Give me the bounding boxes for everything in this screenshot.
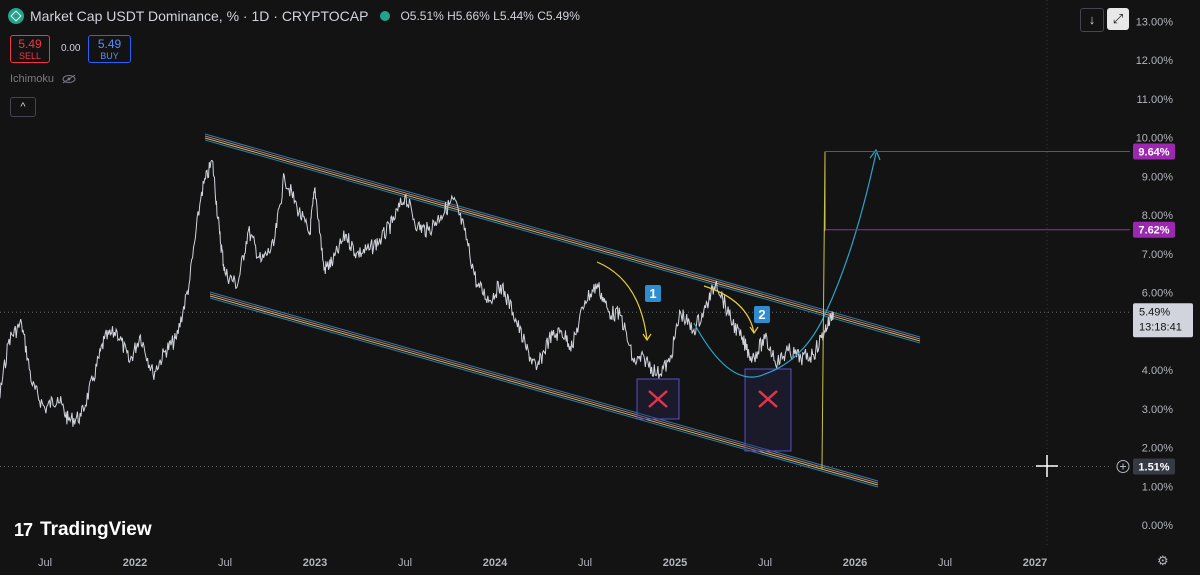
target-bg bbox=[1133, 143, 1175, 160]
x-tick-label: 2024 bbox=[483, 557, 508, 569]
channel-line bbox=[209, 295, 879, 486]
arrow-path bbox=[596, 261, 648, 341]
spread-value: 0.00 bbox=[61, 43, 81, 54]
badge-bg bbox=[645, 285, 661, 302]
projection-curve bbox=[693, 148, 881, 378]
target-label-2: 7.62% bbox=[1133, 221, 1175, 238]
y-tick-label: 3.00% bbox=[1142, 404, 1173, 416]
target-text: 9.64% bbox=[1138, 146, 1169, 158]
descending-channel bbox=[204, 133, 921, 488]
y-tick-label: 11.00% bbox=[1137, 94, 1174, 106]
scroll-down-button[interactable]: ↓ bbox=[1080, 8, 1104, 32]
cursor-text: 1.51% bbox=[1138, 461, 1169, 473]
cursor-price-label: 1.51% bbox=[1116, 458, 1175, 475]
status-dot-icon bbox=[380, 11, 391, 21]
channel-line bbox=[204, 133, 921, 338]
badge-label: 2 bbox=[758, 307, 765, 322]
x-tick-label: Jul bbox=[938, 557, 952, 569]
y-tick-label: 1.00% bbox=[1142, 481, 1173, 493]
x-tick-label: 2026 bbox=[843, 557, 867, 569]
fail-box-2 bbox=[744, 368, 792, 452]
target-bg bbox=[1133, 221, 1175, 238]
channel-line bbox=[204, 135, 921, 340]
chart-header: Market Cap USDT Dominance, % · 1D · CRYP… bbox=[8, 8, 580, 24]
arrowhead bbox=[749, 326, 759, 335]
x-tick-label: 2025 bbox=[663, 557, 687, 569]
y-tick-label: 4.00% bbox=[1142, 365, 1173, 377]
x-tick-label: Jul bbox=[398, 557, 412, 569]
indicator-name: Ichimoku bbox=[10, 73, 55, 85]
x-tick-label: Jul bbox=[758, 557, 772, 569]
arrowhead bbox=[642, 333, 652, 342]
annotation-badge-1: 1 bbox=[645, 285, 661, 302]
last-price-bg bbox=[1133, 303, 1193, 338]
arrow-2 bbox=[703, 285, 759, 335]
indicator-legend[interactable]: Ichimoku bbox=[10, 73, 76, 85]
channel-line bbox=[204, 139, 921, 344]
arrow-path bbox=[703, 285, 755, 334]
cursor-bg bbox=[1133, 458, 1175, 475]
buy-price: 5.49 bbox=[97, 36, 122, 51]
x-tick-label: Jul bbox=[578, 557, 592, 569]
y-tick-label: 10.00% bbox=[1136, 133, 1174, 145]
curve-arrowhead bbox=[869, 148, 881, 161]
x-tick-label: 2027 bbox=[1023, 557, 1047, 569]
tradingview-logo-icon: 17 bbox=[14, 519, 33, 540]
fullscreen-button[interactable]: ⤢ bbox=[1107, 8, 1129, 30]
price-labels: 9.64% 7.62% 5.49% 13:18:41 1.51% bbox=[1036, 143, 1193, 477]
tradingview-watermark[interactable]: 17 TradingView bbox=[14, 519, 152, 541]
x-tick-label: Jul bbox=[38, 557, 52, 569]
y-tick-label: 7.00% bbox=[1142, 249, 1173, 261]
cross-icon bbox=[758, 390, 778, 408]
countdown-text: 13:18:41 bbox=[1139, 321, 1182, 333]
y-tick-label: 9.00% bbox=[1142, 171, 1173, 183]
buy-button[interactable]: 5.49 BUY bbox=[88, 35, 131, 63]
x-tick-label: 2022 bbox=[123, 557, 147, 569]
grid bbox=[0, 0, 1130, 548]
cross-icon bbox=[648, 390, 668, 408]
y-tick-label: 0.00% bbox=[1142, 520, 1173, 532]
crosshair-cursor-icon bbox=[1036, 455, 1058, 477]
y-tick-label: 12.00% bbox=[1136, 55, 1174, 67]
channel-line bbox=[204, 137, 921, 342]
buy-label: BUY bbox=[100, 50, 119, 61]
curve-path bbox=[693, 152, 877, 378]
settings-gear-icon[interactable]: ⚙ bbox=[1157, 553, 1169, 568]
sell-price: 5.49 bbox=[18, 36, 42, 51]
badge-label: 1 bbox=[649, 286, 656, 301]
y-tick-label: 6.00% bbox=[1142, 288, 1173, 300]
target-label-1: 9.64% bbox=[1133, 143, 1175, 160]
channel-line bbox=[209, 291, 879, 482]
collapse-legend-button[interactable]: ^ bbox=[10, 97, 36, 117]
y-tick-label: 13.00% bbox=[1136, 16, 1174, 28]
ohlc-values: O5.51% H5.66% L5.44% C5.49% bbox=[400, 9, 580, 23]
x-tick-label: Jul bbox=[218, 557, 232, 569]
y-tick-label: 8.00% bbox=[1142, 210, 1173, 222]
target-text: 7.62% bbox=[1138, 225, 1169, 237]
channel-upper-band bbox=[204, 133, 921, 344]
sell-button[interactable]: 5.49 SELL bbox=[10, 35, 50, 63]
tether-logo-icon bbox=[8, 8, 24, 24]
last-price-text: 5.49% bbox=[1139, 306, 1170, 318]
annotations: 12 bbox=[596, 148, 1130, 469]
sell-label: SELL bbox=[18, 50, 42, 61]
y-axis: 13.00% 12.00% 11.00% 10.00% 9.00% 8.00% 7.00% 6… bbox=[1136, 16, 1174, 532]
eye-hidden-icon[interactable] bbox=[62, 74, 76, 84]
channel-line bbox=[209, 297, 879, 488]
add-alert-icon bbox=[1116, 459, 1130, 473]
y-tick-label: 2.00% bbox=[1142, 443, 1173, 455]
badge-bg bbox=[754, 306, 770, 323]
x-axis: Jul 2022 Jul 2023 Jul 2024 Jul 2025 Jul 2026 Jul 20… bbox=[38, 557, 1047, 569]
annotation-badge-2: 2 bbox=[754, 306, 770, 323]
watermark-text: TradingView bbox=[40, 519, 152, 540]
arrow-1 bbox=[596, 261, 652, 342]
x-tick-label: 2023 bbox=[303, 557, 327, 569]
box bbox=[744, 368, 792, 452]
usdt-dominance-line bbox=[0, 159, 834, 427]
chart-title[interactable]: Market Cap USDT Dominance, % · 1D · CRYP… bbox=[30, 8, 369, 24]
last-price-label: 5.49% 13:18:41 bbox=[1133, 303, 1193, 338]
fail-box-1 bbox=[636, 378, 680, 420]
